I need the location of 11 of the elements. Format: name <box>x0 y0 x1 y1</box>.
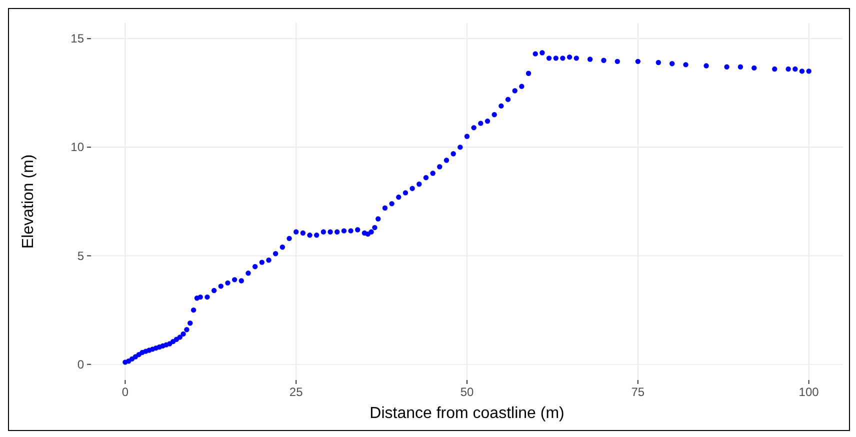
x-tick-label: 50 <box>460 385 474 399</box>
y-tick-label: 15 <box>70 32 84 46</box>
x-tick-label: 100 <box>798 385 820 399</box>
x-tick-label: 25 <box>289 385 304 399</box>
x-axis-title: Distance from coastline (m) <box>370 405 564 422</box>
x-tick-label: 75 <box>631 385 645 399</box>
x-tick-label: 0 <box>122 385 129 399</box>
y-tick-label: 5 <box>77 248 84 263</box>
y-tick-label: 10 <box>70 140 84 154</box>
y-tick-label: 0 <box>77 357 84 372</box>
y-axis-title: Elevation (m) <box>20 154 37 249</box>
